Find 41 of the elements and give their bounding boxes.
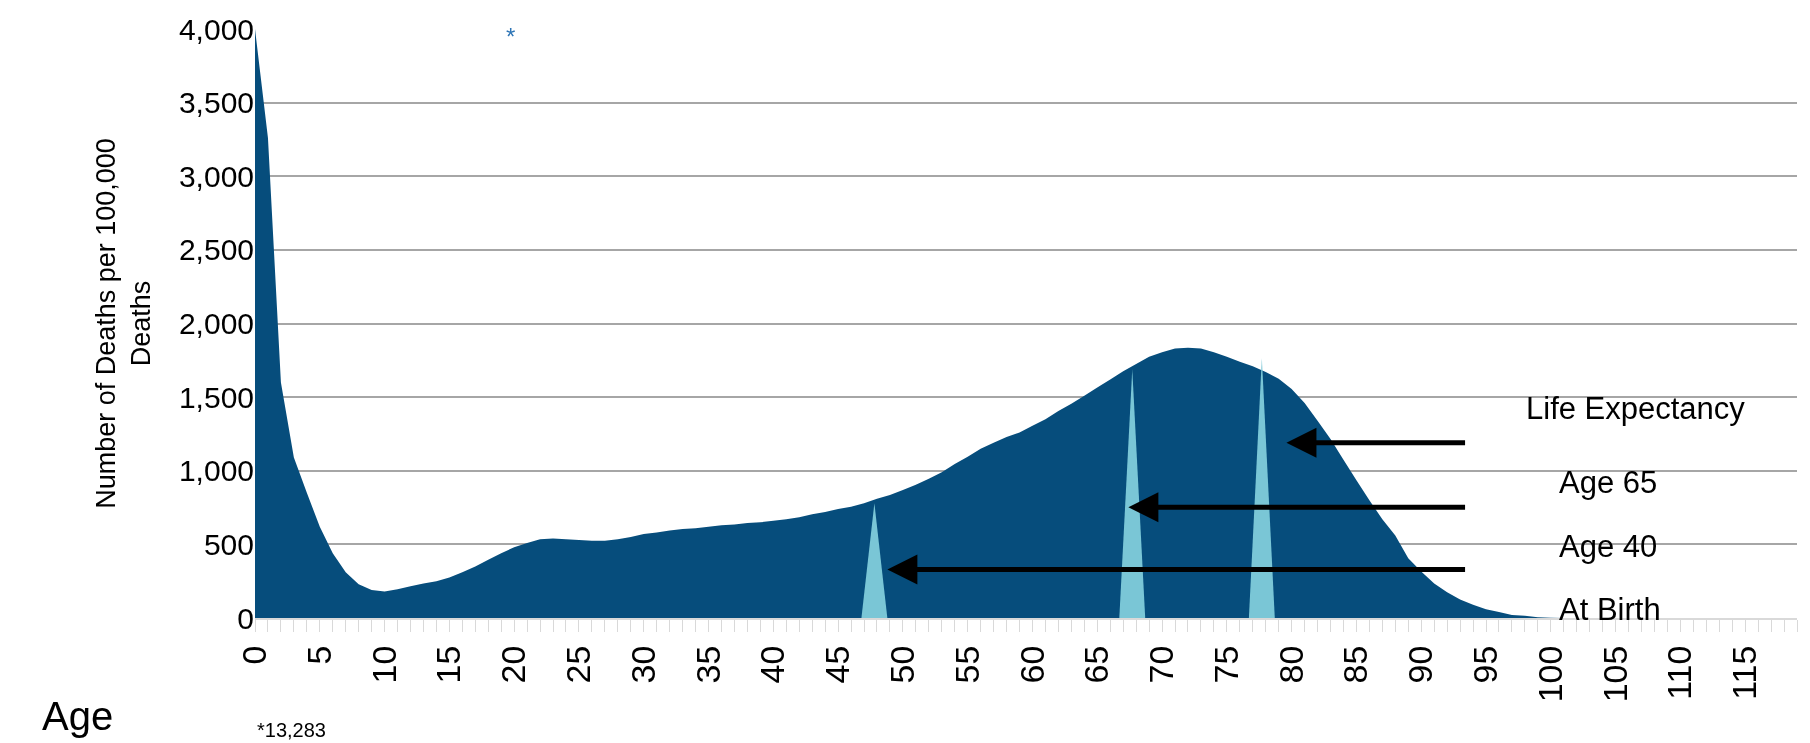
x-axis-title: Age: [42, 694, 114, 738]
x-tick-label: 0: [235, 645, 274, 665]
x-tick-label: 115: [1725, 645, 1764, 700]
y-tick-label: 4,000: [178, 12, 254, 46]
x-tick-label: 55: [947, 645, 986, 684]
y-tick-label: 0: [237, 601, 254, 635]
x-tick-label: 30: [623, 645, 662, 684]
x-tick-label: 25: [559, 645, 597, 684]
x-tick-label: 70: [1142, 645, 1181, 684]
x-tick-label: 40: [753, 645, 792, 684]
y-tick-label: 1,500: [178, 380, 254, 414]
x-tick-label: 100: [1530, 645, 1569, 703]
x-tick-label: 85: [1336, 645, 1375, 684]
x-tick-label: 95: [1466, 645, 1505, 684]
x-tick-label: 80: [1271, 645, 1310, 684]
y-axis-title: Number of Deaths per 100,000 Deaths: [90, 138, 156, 509]
y-tick-label: 500: [203, 527, 254, 561]
x-tick-label: 65: [1077, 645, 1116, 684]
y-tick-label: 1,000: [178, 454, 254, 488]
annotation: Life Expectancy: [1526, 391, 1746, 426]
x-tick-label: 105: [1595, 645, 1634, 703]
x-tick-label: 35: [688, 645, 727, 684]
annotation: *: [506, 23, 516, 50]
y-tick-label: 2,000: [178, 307, 254, 340]
x-tick-label: 60: [1012, 645, 1051, 684]
y-tick-label: 3,500: [178, 86, 254, 120]
x-tick-label: 5: [299, 645, 338, 665]
y-tick-label: 3,000: [178, 159, 254, 193]
x-tick-label: 15: [429, 645, 468, 684]
text: *13,283: [257, 719, 326, 741]
x-tick-label: 20: [494, 645, 533, 684]
y-tick-label: 2,500: [178, 233, 254, 267]
annotation: At Birth: [1559, 592, 1661, 627]
x-tick-label: 50: [882, 645, 921, 684]
x-tick-label: 90: [1401, 645, 1440, 684]
x-tick-label: 110: [1660, 645, 1699, 700]
annotation: Age 40: [1559, 529, 1658, 564]
annotation: Age 65: [1559, 465, 1658, 500]
x-tick-label: 45: [818, 645, 857, 684]
x-tick-label: 10: [364, 645, 403, 684]
x-tick-label: 75: [1206, 645, 1245, 684]
